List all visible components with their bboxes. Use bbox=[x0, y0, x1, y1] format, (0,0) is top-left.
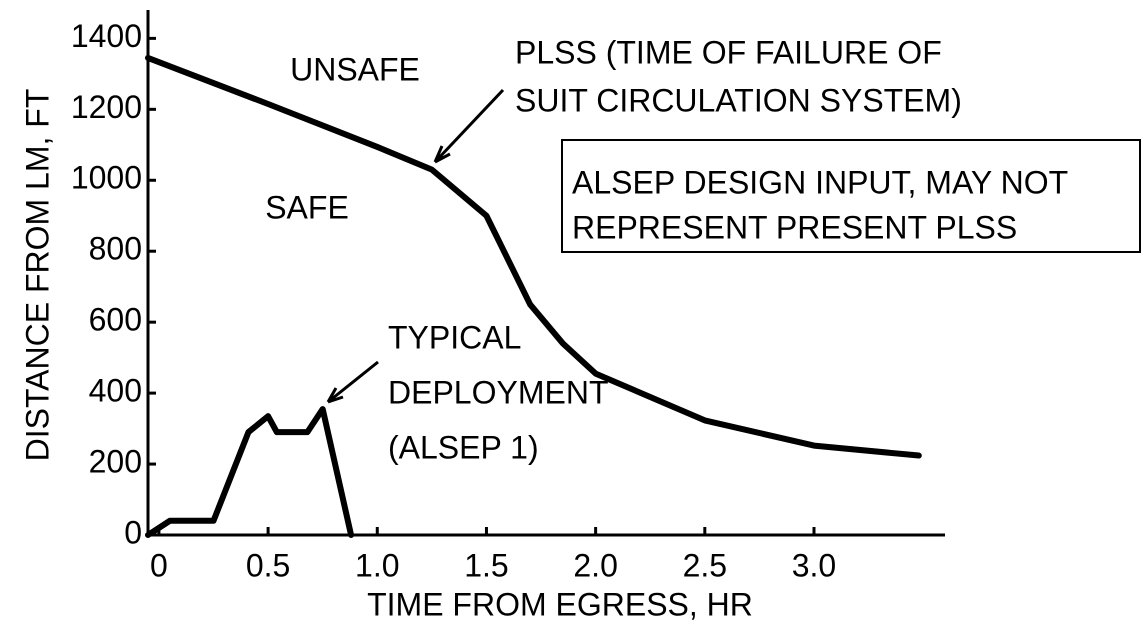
y-tick-label: 400 bbox=[89, 373, 142, 409]
line bbox=[145, 406, 355, 538]
annotation: ALSEP DESIGN INPUT, MAY NOT bbox=[572, 164, 1068, 200]
y-tick-label: 1200 bbox=[71, 89, 142, 125]
x-tick-label: 0 bbox=[150, 547, 168, 583]
annotation: SAFE bbox=[265, 189, 349, 225]
line bbox=[145, 54, 922, 459]
arrow bbox=[326, 360, 379, 404]
y-tick-label: 1400 bbox=[71, 18, 142, 54]
annotation: REPRESENT PRESENT PLSS bbox=[572, 209, 1017, 245]
x-tick-label: 1.5 bbox=[464, 547, 508, 583]
y-tick-label: 0 bbox=[124, 514, 142, 550]
annotation: DEPLOYMENT bbox=[388, 374, 608, 410]
arrow bbox=[433, 88, 505, 164]
annotation: (ALSEP 1) bbox=[388, 429, 539, 465]
annotation: TYPICAL bbox=[388, 319, 521, 355]
x-axis-title: TIME FROM EGRESS, HR bbox=[367, 586, 753, 622]
y-axis-title: DISTANCE FROM LM, FT bbox=[19, 89, 55, 462]
x-tick-label: 1.0 bbox=[355, 547, 399, 583]
x-tick-label: 0.5 bbox=[246, 547, 290, 583]
x-tick-label: 2.0 bbox=[573, 547, 617, 583]
annotation: SUIT CIRCULATION SYSTEM) bbox=[515, 82, 962, 118]
annotation-box bbox=[561, 139, 1141, 253]
y-tick-label: 600 bbox=[89, 302, 142, 338]
y-tick-label: 800 bbox=[89, 231, 142, 267]
annotation: UNSAFE bbox=[290, 51, 420, 87]
y-tick-label: 1000 bbox=[71, 160, 142, 196]
annotation: PLSS (TIME OF FAILURE OF bbox=[515, 34, 942, 70]
x-tick-label: 3.0 bbox=[792, 547, 836, 583]
x-tick-label: 2.5 bbox=[683, 547, 727, 583]
y-tick-label: 200 bbox=[89, 444, 142, 480]
